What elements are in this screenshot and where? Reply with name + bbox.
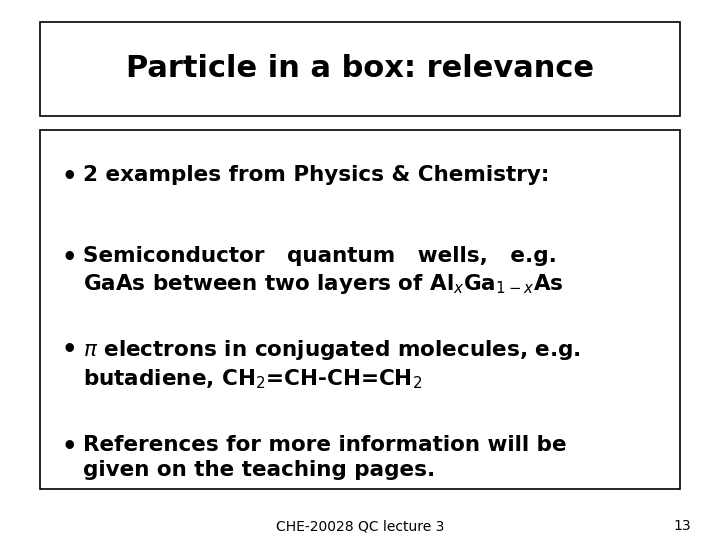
Text: 2 examples from Physics & Chemistry:: 2 examples from Physics & Chemistry: — [83, 165, 549, 185]
Text: Particle in a box: relevance: Particle in a box: relevance — [126, 55, 594, 83]
Text: •: • — [61, 338, 77, 361]
Text: •: • — [61, 165, 77, 188]
Text: $\pi$ electrons in conjugated molecules, e.g.
butadiene, CH$_2$=CH-CH=CH$_2$: $\pi$ electrons in conjugated molecules,… — [83, 338, 581, 392]
Text: CHE-20028 QC lecture 3: CHE-20028 QC lecture 3 — [276, 519, 444, 534]
FancyBboxPatch shape — [40, 22, 680, 116]
Text: Semiconductor   quantum   wells,   e.g.
GaAs between two layers of Al$_x$Ga$_{1-: Semiconductor quantum wells, e.g. GaAs b… — [83, 246, 564, 296]
FancyBboxPatch shape — [40, 130, 680, 489]
Text: •: • — [61, 435, 77, 458]
Text: 13: 13 — [674, 519, 691, 534]
Text: •: • — [61, 246, 77, 269]
Text: References for more information will be
given on the teaching pages.: References for more information will be … — [83, 435, 567, 480]
